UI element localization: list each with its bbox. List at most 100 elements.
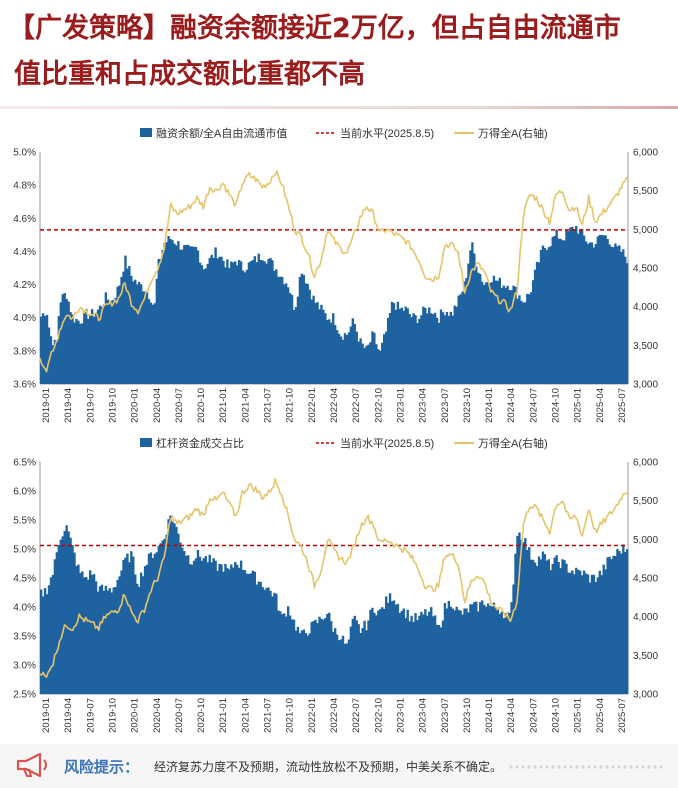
bar xyxy=(330,621,333,694)
bar xyxy=(90,574,94,694)
bar xyxy=(473,253,476,384)
bar xyxy=(369,342,372,384)
x-tick-label: 2019-04 xyxy=(63,388,74,423)
bar xyxy=(490,606,494,694)
bar xyxy=(537,556,541,694)
x-tick-label: 2025-01 xyxy=(573,698,584,733)
bar xyxy=(249,573,253,694)
bar xyxy=(141,291,145,384)
bar xyxy=(588,582,592,694)
bar xyxy=(586,243,590,384)
bar xyxy=(177,241,180,384)
bar xyxy=(479,602,482,694)
decoration-dot xyxy=(653,765,657,769)
bar xyxy=(563,240,566,384)
bar xyxy=(392,600,396,694)
bar xyxy=(361,628,364,694)
bar xyxy=(467,612,470,694)
bar xyxy=(45,594,49,694)
bar xyxy=(208,257,211,384)
bar xyxy=(575,567,578,694)
bar xyxy=(569,227,572,384)
x-tick-label: 2019-01 xyxy=(41,388,52,423)
bar xyxy=(196,549,200,694)
bar xyxy=(335,634,339,694)
bar xyxy=(324,313,327,384)
bar xyxy=(545,250,549,384)
bar xyxy=(159,258,162,384)
bar xyxy=(304,283,307,384)
decoration-dot xyxy=(641,765,645,769)
legend-swatch-series xyxy=(140,128,152,137)
bar xyxy=(40,589,43,694)
bar xyxy=(379,609,382,694)
bar xyxy=(622,544,625,694)
bar xyxy=(451,315,454,384)
bar xyxy=(224,267,227,384)
bar xyxy=(322,309,325,384)
bar xyxy=(230,564,233,694)
bar xyxy=(433,615,437,694)
bar xyxy=(469,604,472,694)
bar xyxy=(594,244,598,384)
x-tick-label: 2019-04 xyxy=(63,698,74,733)
bar xyxy=(179,542,182,694)
bar xyxy=(196,250,200,384)
bar xyxy=(577,569,580,694)
bar xyxy=(187,244,190,384)
y2-tick-label: 5,500 xyxy=(633,496,658,507)
decoration-dot xyxy=(635,765,639,769)
bar xyxy=(267,259,270,384)
bar xyxy=(208,554,211,694)
bar xyxy=(77,320,80,384)
bar xyxy=(116,286,119,384)
bar xyxy=(314,302,317,384)
bar xyxy=(302,274,305,384)
bar xyxy=(320,304,323,384)
bar xyxy=(367,620,370,694)
bar xyxy=(402,310,405,384)
bar xyxy=(173,243,176,384)
bar xyxy=(192,246,196,384)
x-tick-label: 2022-04 xyxy=(329,698,340,733)
bar xyxy=(198,556,202,694)
bar xyxy=(104,292,108,384)
bar xyxy=(130,275,133,384)
bar xyxy=(482,284,486,384)
bar xyxy=(81,323,84,384)
x-tick-label: 2025-07 xyxy=(617,698,628,733)
bar xyxy=(516,535,519,694)
bar xyxy=(371,331,374,384)
x-tick-label: 2021-01 xyxy=(218,698,229,733)
bar xyxy=(94,312,98,384)
bar xyxy=(192,560,196,694)
legend-label-ref: 当前水平(2025.8.5) xyxy=(340,436,434,450)
bar xyxy=(265,263,268,384)
bar xyxy=(153,303,157,384)
bar xyxy=(98,305,102,384)
bar xyxy=(281,614,284,694)
bar xyxy=(249,261,253,384)
bar xyxy=(194,246,198,384)
bar xyxy=(579,229,582,384)
bar xyxy=(414,613,417,694)
bar xyxy=(200,560,204,694)
bar xyxy=(541,551,545,694)
bar xyxy=(188,246,192,384)
x-tick-label: 2025-04 xyxy=(595,698,606,733)
chart-margin-to-free-float: 融资余额/全A自由流通市值 当前水平(2025.8.5) 万得全A(右轴) 3.6% 3… xyxy=(13,126,658,423)
bar xyxy=(98,586,102,694)
bar xyxy=(500,611,503,694)
bar xyxy=(341,635,345,694)
bar xyxy=(490,282,494,384)
bar xyxy=(124,557,127,694)
bar xyxy=(232,262,235,384)
bar xyxy=(377,349,380,384)
bar xyxy=(386,602,390,694)
bar xyxy=(157,545,160,694)
bar xyxy=(441,312,445,384)
bar xyxy=(565,229,568,384)
x-tick-label: 2020-01 xyxy=(130,388,141,423)
bar xyxy=(92,316,96,384)
bar xyxy=(267,587,270,694)
